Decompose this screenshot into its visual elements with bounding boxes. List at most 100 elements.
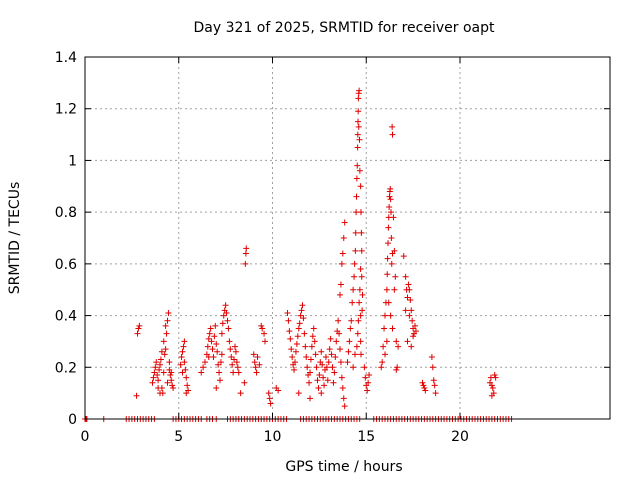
y-tick-label: 1.2 — [55, 102, 77, 118]
data-point — [337, 359, 344, 366]
data-point — [320, 374, 327, 381]
data-point — [222, 302, 229, 309]
data-point — [406, 286, 413, 293]
y-tick-label: 1.4 — [55, 50, 77, 66]
data-point — [389, 325, 396, 332]
data-point — [319, 361, 326, 368]
data-point — [393, 338, 400, 345]
data-point — [318, 390, 325, 397]
data-point — [154, 372, 161, 379]
data-point — [297, 312, 304, 319]
data-point — [325, 359, 332, 366]
data-point — [310, 325, 317, 332]
data-point — [151, 369, 158, 376]
data-point — [389, 131, 396, 138]
data-point — [251, 359, 258, 366]
data-point — [266, 395, 273, 402]
data-point — [409, 317, 416, 324]
data-point — [404, 294, 411, 301]
data-point — [216, 369, 223, 376]
data-point — [382, 351, 388, 358]
data-point — [254, 353, 261, 360]
data-point — [352, 351, 358, 358]
data-point — [161, 351, 168, 358]
data-point — [157, 390, 163, 397]
data-point — [385, 299, 392, 306]
data-point — [381, 325, 388, 332]
data-point — [385, 240, 391, 247]
data-point — [205, 335, 212, 342]
data-point — [208, 338, 215, 345]
data-point — [232, 343, 238, 350]
data-point — [350, 286, 357, 293]
data-point — [404, 338, 411, 345]
data-point — [299, 302, 306, 309]
data-point — [136, 322, 143, 329]
data-point — [307, 369, 313, 376]
data-point — [243, 245, 250, 252]
data-point — [316, 372, 323, 379]
data-point — [162, 322, 169, 329]
data-point — [353, 193, 360, 200]
data-point — [341, 219, 348, 226]
data-point — [385, 224, 392, 231]
data-point — [242, 250, 249, 257]
x-tick-label: 15 — [357, 429, 375, 445]
data-point — [339, 384, 346, 391]
data-point — [253, 369, 260, 376]
data-point — [217, 377, 223, 384]
data-point — [252, 364, 259, 371]
data-point — [227, 346, 234, 353]
data-point — [217, 359, 224, 366]
data-point — [183, 374, 190, 381]
data-point — [165, 309, 172, 316]
data-point — [182, 366, 189, 373]
data-point — [328, 351, 335, 358]
data-point — [337, 281, 344, 288]
data-point — [198, 369, 205, 376]
data-point — [355, 95, 362, 102]
data-point — [357, 266, 364, 273]
data-point — [430, 377, 437, 384]
data-point — [225, 325, 232, 332]
data-point — [353, 175, 360, 182]
data-point — [153, 359, 160, 366]
data-point — [387, 196, 394, 203]
data-point — [405, 281, 412, 288]
x-tick-label: 0 — [81, 429, 90, 445]
data-point — [315, 384, 322, 391]
data-point — [355, 317, 362, 324]
data-point — [295, 390, 302, 397]
data-point — [135, 325, 142, 332]
chart-title: Day 321 of 2025, SRMTID for receiver oap… — [194, 20, 495, 36]
data-point — [432, 390, 439, 397]
data-point — [361, 364, 368, 371]
data-point — [388, 235, 395, 241]
y-tick-label: 0.2 — [55, 360, 77, 376]
data-point — [492, 374, 499, 381]
y-tick-label: 0.8 — [55, 205, 77, 221]
data-point — [388, 209, 394, 216]
data-point — [394, 364, 401, 371]
data-point — [340, 395, 347, 402]
data-point — [224, 317, 231, 324]
data-point — [152, 364, 159, 371]
data-point — [250, 351, 257, 358]
data-point — [312, 351, 319, 358]
data-point — [344, 359, 351, 366]
data-point — [168, 377, 175, 384]
data-point — [421, 384, 428, 391]
x-tick-label: 10 — [264, 429, 282, 445]
data-point — [306, 379, 313, 386]
data-point — [212, 322, 219, 329]
data-point — [267, 400, 274, 407]
data-point — [406, 312, 413, 319]
data-point — [380, 343, 387, 350]
data-point — [289, 353, 296, 360]
data-point — [200, 364, 207, 371]
y-tick-label: 1 — [68, 153, 77, 169]
data-point — [166, 359, 173, 366]
data-point — [358, 229, 365, 236]
data-point — [366, 372, 373, 379]
